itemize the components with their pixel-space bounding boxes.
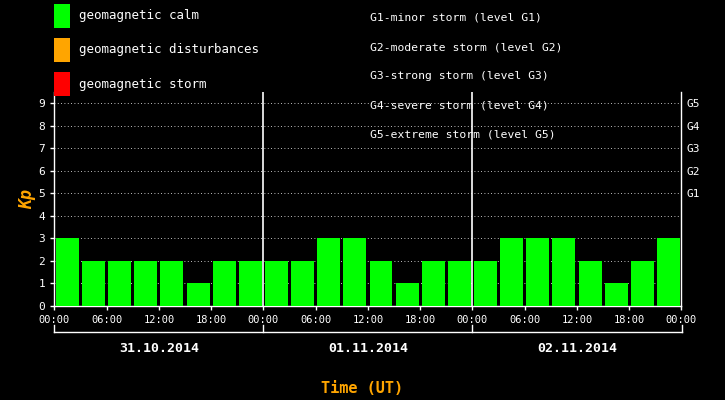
Bar <box>239 261 262 306</box>
Bar <box>318 238 340 306</box>
Y-axis label: Kp: Kp <box>18 189 36 209</box>
Bar <box>579 261 602 306</box>
Text: geomagnetic disturbances: geomagnetic disturbances <box>79 44 259 56</box>
Bar <box>212 261 236 306</box>
Text: G2-moderate storm (level G2): G2-moderate storm (level G2) <box>370 42 563 52</box>
Text: G5-extreme storm (level G5): G5-extreme storm (level G5) <box>370 130 555 140</box>
Bar <box>396 284 418 306</box>
Bar <box>605 284 628 306</box>
Text: G4-severe storm (level G4): G4-severe storm (level G4) <box>370 101 549 111</box>
Bar <box>134 261 157 306</box>
Bar <box>82 261 105 306</box>
Bar <box>108 261 131 306</box>
Bar <box>265 261 288 306</box>
Bar <box>291 261 314 306</box>
Bar <box>631 261 654 306</box>
Text: G3-strong storm (level G3): G3-strong storm (level G3) <box>370 72 549 82</box>
Text: geomagnetic calm: geomagnetic calm <box>79 10 199 22</box>
Bar <box>56 238 79 306</box>
Bar <box>500 238 523 306</box>
Bar <box>448 261 471 306</box>
Bar <box>160 261 183 306</box>
Text: geomagnetic storm: geomagnetic storm <box>79 78 207 90</box>
Text: G1-minor storm (level G1): G1-minor storm (level G1) <box>370 13 542 23</box>
Bar <box>526 238 550 306</box>
Bar <box>552 238 576 306</box>
Text: Time (UT): Time (UT) <box>321 381 404 396</box>
Text: 01.11.2014: 01.11.2014 <box>328 342 408 355</box>
Bar <box>370 261 392 306</box>
Bar <box>344 238 366 306</box>
Bar <box>657 238 680 306</box>
Bar <box>422 261 444 306</box>
Bar <box>186 284 210 306</box>
Bar <box>474 261 497 306</box>
Text: 31.10.2014: 31.10.2014 <box>119 342 199 355</box>
Text: 02.11.2014: 02.11.2014 <box>537 342 617 355</box>
